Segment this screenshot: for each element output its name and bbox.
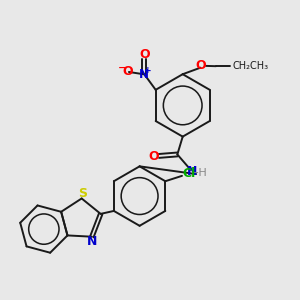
- Text: −H: −H: [190, 169, 207, 178]
- Text: O: O: [122, 65, 133, 79]
- Text: Cl: Cl: [182, 167, 195, 180]
- Text: +: +: [144, 66, 152, 75]
- Text: CH₂CH₃: CH₂CH₃: [232, 61, 268, 70]
- Text: −: −: [118, 63, 127, 73]
- Text: O: O: [196, 59, 206, 72]
- Text: N: N: [140, 68, 149, 81]
- Text: O: O: [148, 150, 159, 163]
- Text: O: O: [139, 48, 150, 61]
- Text: N: N: [87, 235, 97, 248]
- Text: N: N: [187, 165, 197, 178]
- Text: S: S: [78, 187, 87, 200]
